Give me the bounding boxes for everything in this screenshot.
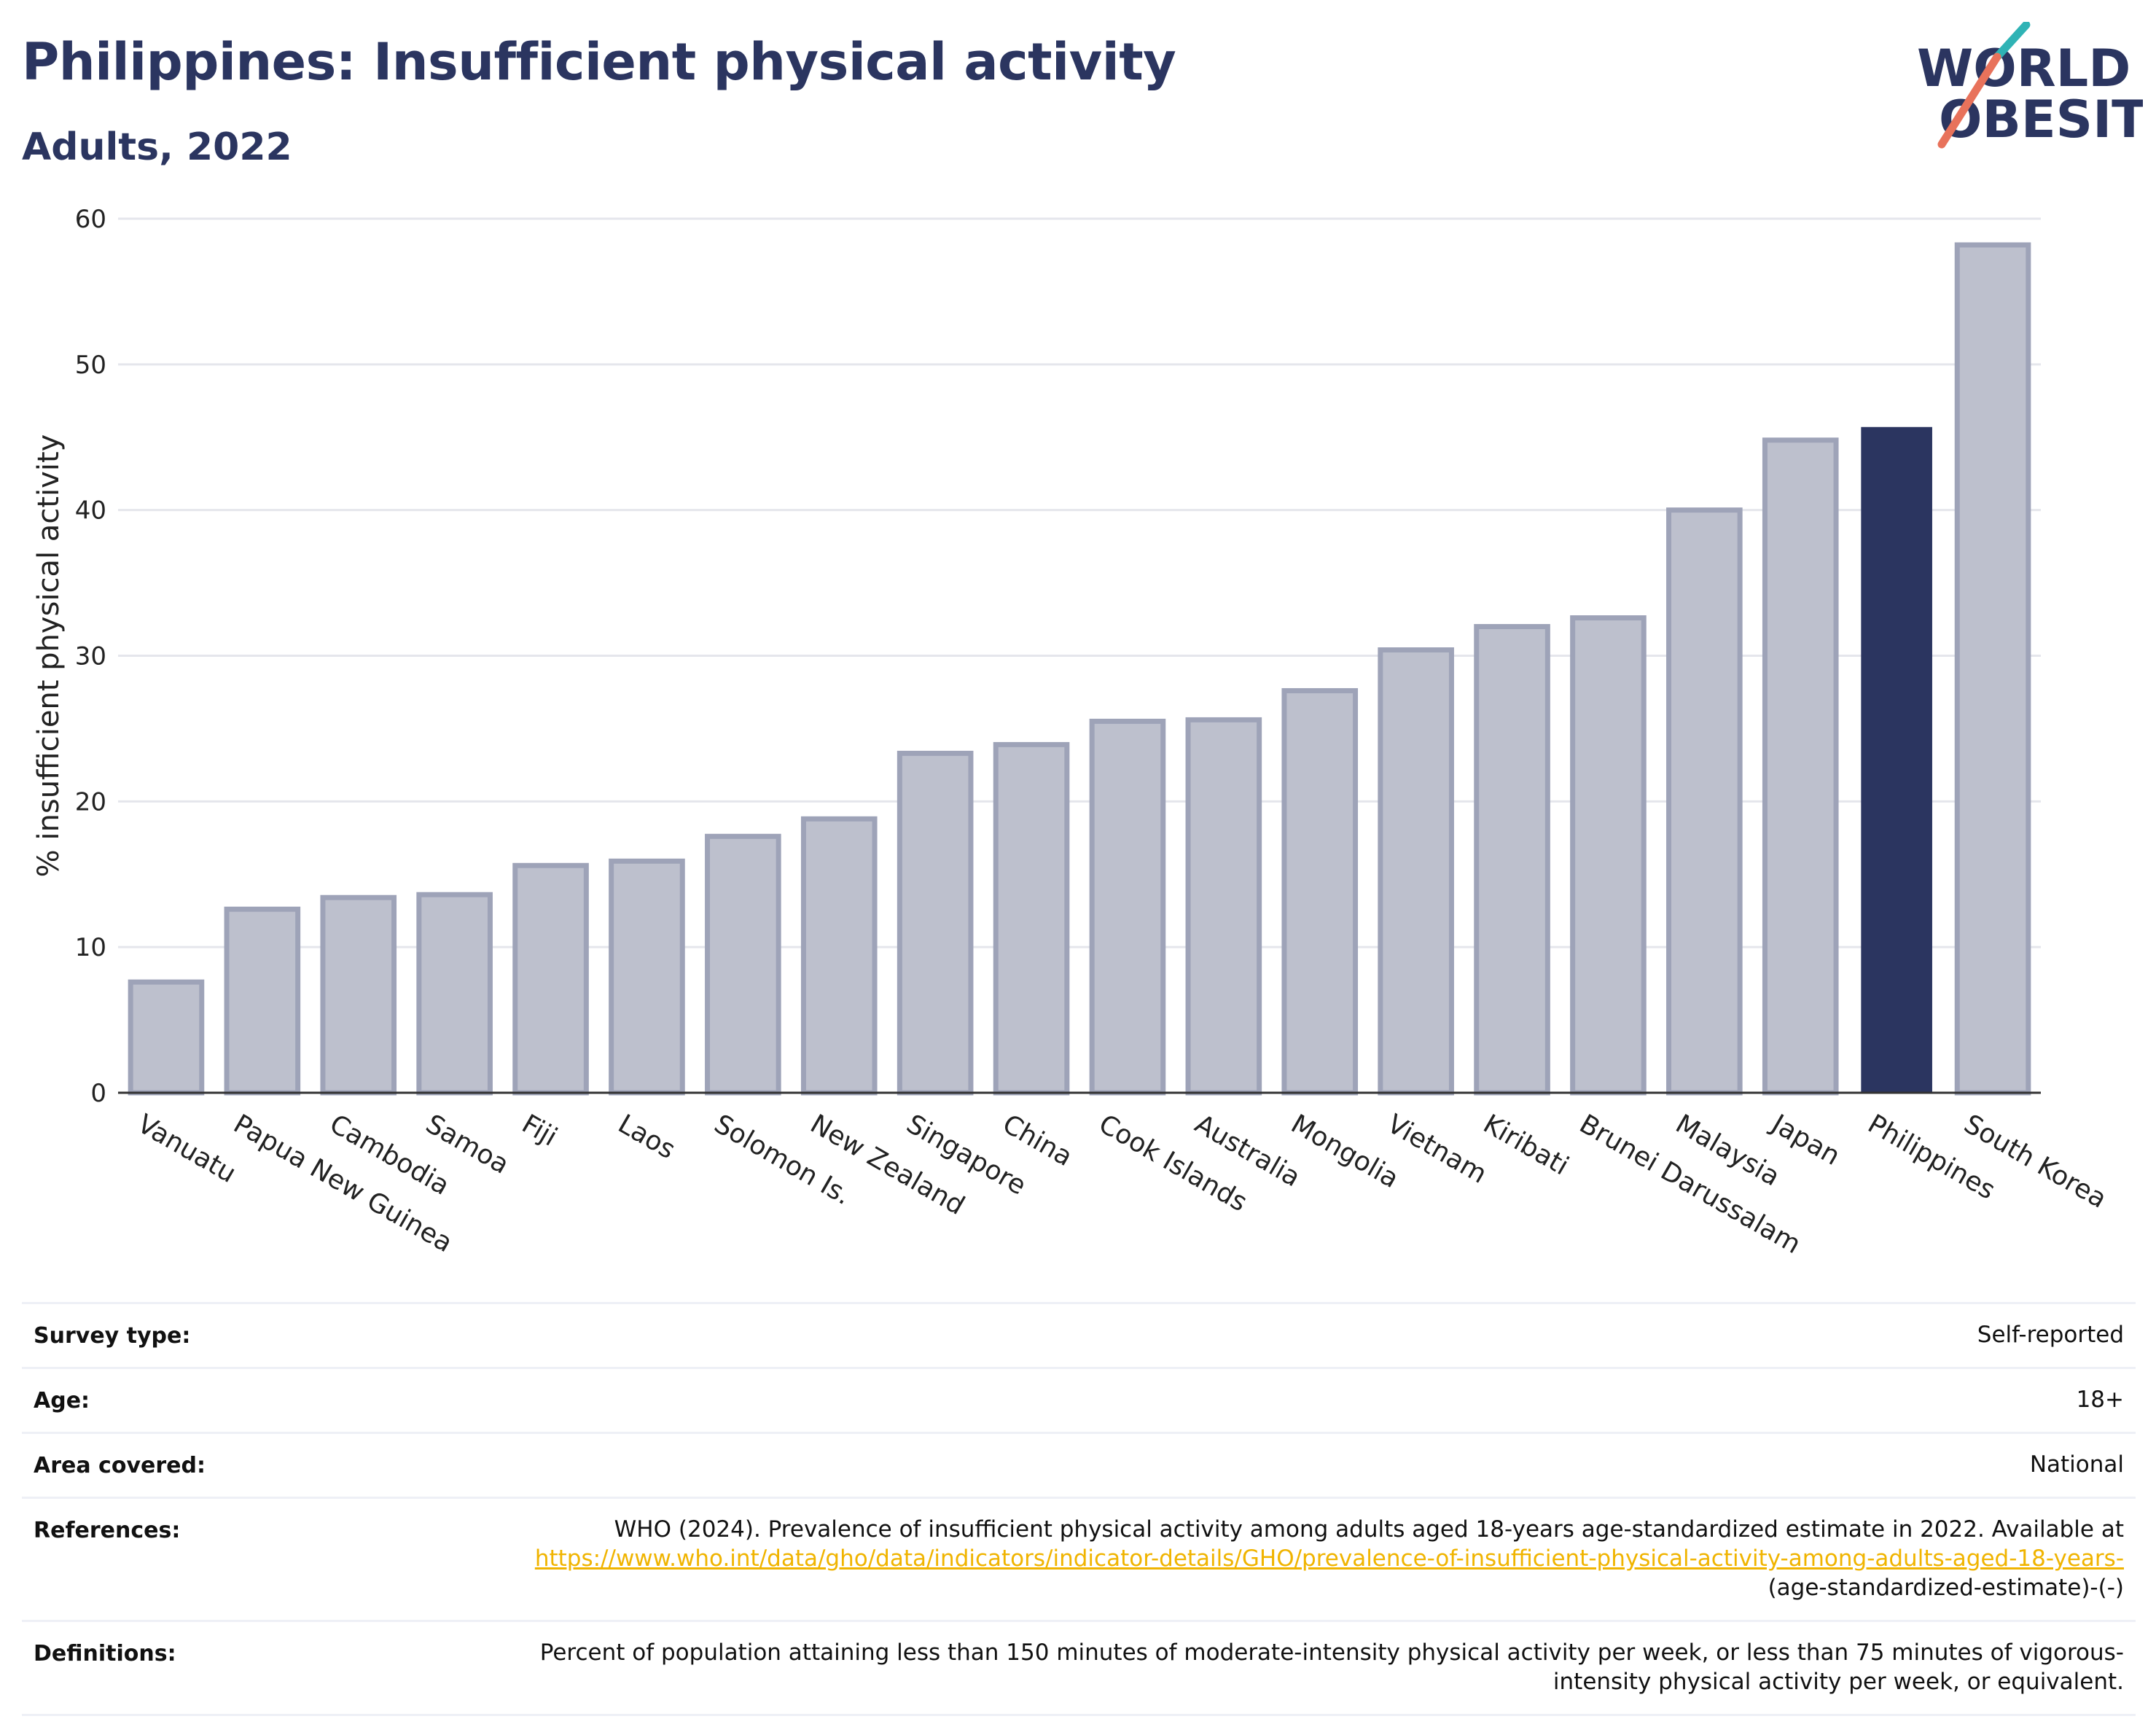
bar-solomon-is	[705, 833, 781, 1096]
bar-fiji	[512, 862, 589, 1096]
bar-japan	[1762, 437, 1839, 1096]
age-value: 18+	[2076, 1387, 2124, 1413]
info-row-area-covered: Area covered: National	[22, 1432, 2136, 1497]
bar-vanuatu	[128, 979, 205, 1096]
area-covered-value: National	[2029, 1451, 2124, 1478]
x-tick-label: Vanuatu	[132, 1109, 241, 1189]
info-table: Survey type: Self-reported Age: 18+ Area…	[22, 1302, 2136, 1716]
y-tick-label: 20	[75, 787, 106, 816]
references-text: WHO (2024). Prevalence of insufficient p…	[614, 1516, 2124, 1543]
logo-teal-stroke	[1993, 22, 2031, 61]
info-row-definitions: Definitions: Percent of population attai…	[22, 1620, 2136, 1716]
info-row-age: Age: 18+	[22, 1367, 2136, 1432]
bar-cambodia	[320, 894, 397, 1096]
x-tick-label: Laos	[613, 1109, 680, 1165]
references-link[interactable]: https://www.who.int/data/gho/data/indica…	[534, 1545, 2124, 1572]
definitions-value: Percent of population attaining less tha…	[539, 1640, 2124, 1695]
x-tick-label: Kiribati	[1478, 1109, 1574, 1181]
bar-australia	[1185, 717, 1262, 1096]
bar-papua-new-guinea	[224, 906, 301, 1096]
area-covered-label: Area covered:	[34, 1453, 206, 1478]
y-tick-label: 30	[75, 642, 106, 671]
bar-south-korea	[1954, 242, 2031, 1096]
bar-laos	[609, 858, 685, 1096]
bar-cook-islands	[1089, 718, 1166, 1096]
bar-china	[993, 741, 1070, 1096]
info-row-survey-type: Survey type: Self-reported	[22, 1302, 2136, 1367]
x-tick-label: Mongolia	[1286, 1109, 1404, 1194]
y-tick-label: 50	[75, 351, 106, 380]
bar-brunei-darussalam	[1570, 615, 1647, 1096]
bars	[128, 242, 2031, 1096]
bar-malaysia	[1666, 507, 1743, 1096]
logo-coral-stroke	[1937, 52, 2001, 149]
bar-samoa	[416, 892, 493, 1096]
bar-mongolia	[1281, 687, 1359, 1096]
y-axis-ticks: 0 10 20 30 40 50 60	[75, 205, 106, 1108]
bar-philippines	[1861, 426, 1932, 1093]
bar-kiribati	[1474, 624, 1550, 1096]
logo-line-1: WORLD	[1917, 39, 2130, 98]
survey-type-label: Survey type:	[34, 1323, 191, 1349]
y-tick-label: 10	[75, 933, 106, 962]
age-label: Age:	[34, 1388, 90, 1414]
references-value: WHO (2024). Prevalence of insufficient p…	[520, 1515, 2124, 1602]
references-suffix: (age-standardized-estimate)-(-)	[1768, 1575, 2124, 1601]
grid-lines	[118, 217, 2041, 948]
definitions-label: Definitions:	[34, 1641, 176, 1666]
x-tick-label: Fiji	[517, 1109, 562, 1153]
x-tick-label: Vietnam	[1382, 1109, 1491, 1190]
bar-singapore	[897, 750, 974, 1096]
y-tick-label: 40	[75, 496, 106, 526]
references-label: References:	[34, 1518, 181, 1543]
y-tick-label: 60	[75, 205, 106, 234]
y-axis-title: % insufficient physical activity	[32, 434, 66, 878]
page-subtitle: Adults, 2022	[22, 125, 292, 169]
y-tick-label: 0	[90, 1079, 106, 1108]
survey-type-value: Self-reported	[1977, 1322, 2124, 1348]
bar-vietnam	[1378, 647, 1454, 1096]
info-row-references: References: WHO (2024). Prevalence of in…	[22, 1497, 2136, 1620]
world-obesity-logo: WORLD OBESITY	[1917, 22, 2143, 149]
page-title: Philippines: Insufficient physical activ…	[22, 32, 1176, 92]
bar-new-zealand	[800, 816, 878, 1096]
